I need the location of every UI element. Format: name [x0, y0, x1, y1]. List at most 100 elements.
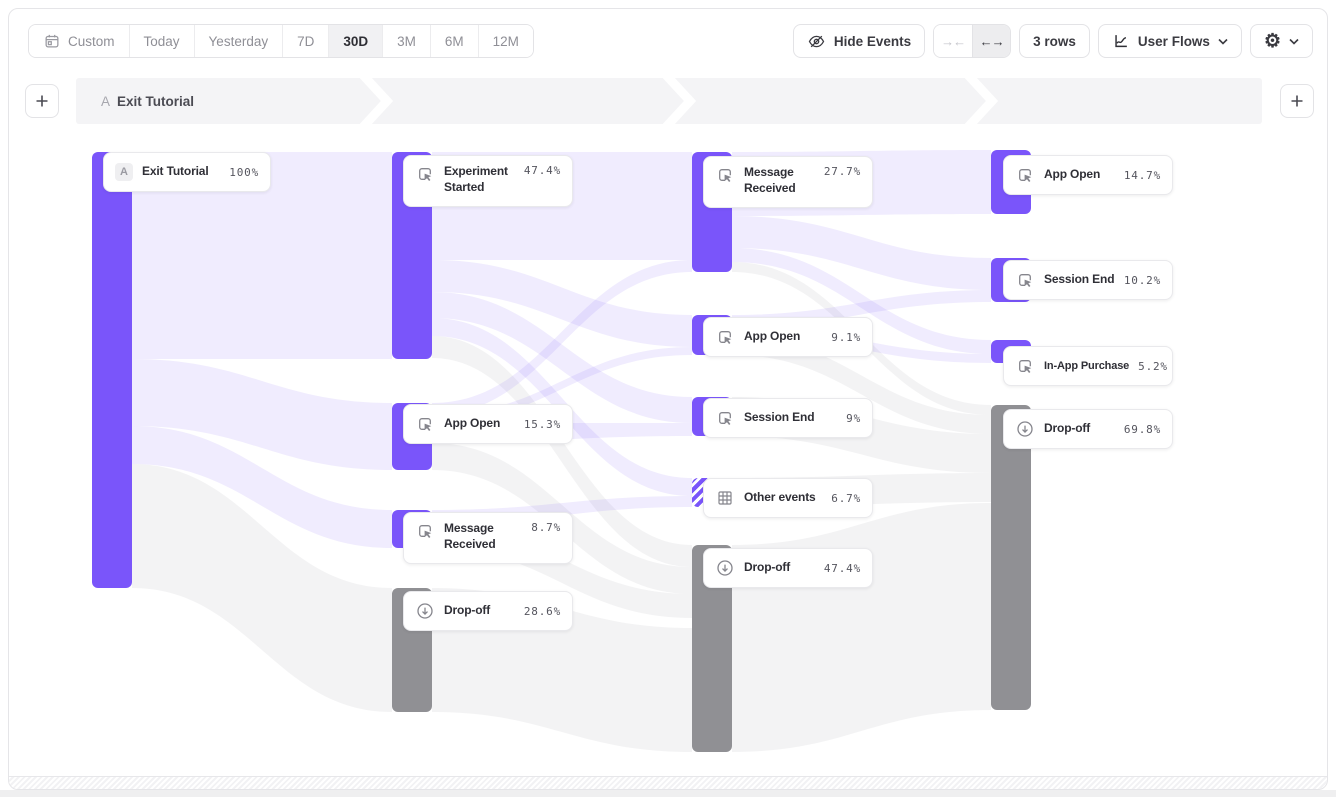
flow-node-message-received-3[interactable]: Message Received 27.7%: [703, 156, 873, 208]
drop-off-icon: [415, 601, 435, 621]
event-cursor-icon: [1015, 356, 1035, 376]
flow-node-drop-off-3[interactable]: Drop-off 47.4%: [703, 548, 873, 588]
flow-node-app-open-4[interactable]: App Open 14.7%: [1003, 155, 1173, 195]
date-range-30d[interactable]: 30D: [328, 25, 383, 57]
rows-button[interactable]: 3 rows: [1019, 24, 1090, 58]
flow-node-label: In-App Purchase: [1044, 359, 1130, 372]
flow-node-percentage: 69.8%: [1123, 422, 1161, 436]
date-range-label: Yesterday: [208, 33, 269, 49]
event-cursor-icon: [415, 521, 435, 541]
flow-node-drop-off-4[interactable]: Drop-off 69.8%: [1003, 409, 1173, 449]
add-step-button-left[interactable]: [25, 84, 59, 118]
flow-node-drop-off-2[interactable]: Drop-off 28.6%: [403, 591, 573, 631]
date-range-6m[interactable]: 6M: [429, 25, 478, 57]
date-range-label: 3M: [397, 33, 416, 49]
rows-label: 3 rows: [1033, 33, 1076, 49]
event-cursor-icon: [715, 165, 735, 185]
calendar-icon: [45, 34, 59, 48]
flow-node-label: Drop-off: [744, 560, 791, 575]
flow-node-label: Exit Tutorial: [142, 164, 209, 179]
date-range-7d[interactable]: 7D: [282, 25, 329, 57]
flow-node-label: Message Received: [444, 521, 496, 551]
drop-off-icon: [1015, 419, 1035, 439]
flow-node-label: Drop-off: [1044, 421, 1091, 436]
settings-button[interactable]: ⚙: [1249, 24, 1313, 58]
event-cursor-icon: [715, 327, 735, 347]
page-background: [0, 790, 1336, 797]
hide-events-button[interactable]: Hide Events: [792, 24, 926, 58]
event-cursor-icon: [1015, 270, 1035, 290]
flow-node-label: App Open: [744, 329, 801, 344]
step-label: A Exit Tutorial: [76, 94, 194, 109]
flow-node-other-events-3[interactable]: Other events 6.7%: [703, 478, 873, 518]
event-cursor-icon: [715, 408, 735, 428]
step-prefix: A: [101, 93, 111, 109]
flows-chart-icon: [1115, 35, 1127, 48]
flow-node-label: Message Received: [744, 165, 796, 195]
date-range-label: 30D: [343, 33, 369, 49]
event-cursor-icon: [415, 414, 435, 434]
flow-node-app-open-3[interactable]: App Open 9.1%: [703, 317, 873, 357]
flow-node-percentage: 100%: [229, 165, 259, 179]
grid-events-icon: [715, 488, 735, 508]
flow-node-percentage: 15.3%: [523, 417, 561, 431]
date-range-today[interactable]: Today: [128, 25, 194, 57]
flow-node-label: App Open: [444, 416, 501, 431]
hide-events-label: Hide Events: [833, 33, 912, 49]
flow-node-experiment-started[interactable]: Experiment Started 47.4%: [403, 155, 573, 207]
flow-node-percentage: 6.7%: [831, 491, 861, 505]
flow-node-label: Session End: [744, 410, 815, 425]
flow-node-percentage: 9%: [846, 411, 861, 425]
step-a-badge: A: [115, 163, 133, 181]
flow-node-percentage: 27.7%: [823, 165, 861, 178]
view-type-label: User Flows: [1137, 33, 1210, 49]
flow-node-session-end-4[interactable]: Session End 10.2%: [1003, 260, 1173, 300]
add-step-button-right[interactable]: [1280, 84, 1314, 118]
expand-icon: ←→: [979, 33, 1005, 49]
event-cursor-icon: [1015, 165, 1035, 185]
flow-node-label: Other events: [744, 490, 816, 505]
chevron-down-icon: [1218, 38, 1228, 45]
flow-node-percentage: 28.6%: [523, 604, 561, 618]
date-range-3m[interactable]: 3M: [382, 25, 430, 57]
flow-node-label: Session End: [1044, 272, 1115, 287]
flow-node-label: Experiment Started: [444, 164, 508, 194]
flow-node-app-open-2[interactable]: App Open 15.3%: [403, 404, 573, 444]
collapse-columns-button[interactable]: →←: [934, 25, 973, 57]
date-range-12m[interactable]: 12M: [477, 25, 533, 57]
plus-icon: [36, 95, 48, 107]
flow-node-percentage: 14.7%: [1123, 168, 1161, 182]
flow-node-message-received-2[interactable]: Message Received 8.7%: [403, 512, 573, 564]
toolbar: Custom Today Yesterday 7D 30D 3M 6M 12M Hide Ev…: [9, 9, 1327, 58]
collapse-expand-toggle: →← ←→: [933, 24, 1012, 58]
flow-node-percentage: 9.1%: [831, 330, 861, 344]
flow-node-label: App Open: [1044, 167, 1101, 182]
step-header-banner[interactable]: A Exit Tutorial: [76, 78, 1262, 124]
date-range-label: Custom: [68, 33, 115, 49]
flow-node-in-app-purchase-4[interactable]: In-App Purchase 5.2%: [1003, 346, 1173, 386]
flow-node-percentage: 5.2%: [1138, 359, 1168, 373]
flow-node-percentage: 47.4%: [823, 561, 861, 575]
flow-bar-drop-off-4[interactable]: [991, 405, 1031, 710]
eye-off-icon: [808, 35, 825, 47]
view-type-dropdown[interactable]: User Flows: [1097, 24, 1242, 58]
date-range-label: 12M: [492, 33, 519, 49]
expand-columns-button[interactable]: ←→: [972, 25, 1011, 57]
flow-node-percentage: 10.2%: [1123, 273, 1161, 287]
flow-bar-exit-tutorial[interactable]: [92, 152, 132, 588]
bottom-scroll-strip[interactable]: [9, 776, 1327, 789]
date-range-custom[interactable]: Custom: [29, 25, 129, 57]
step-chevron-separators: [359, 78, 999, 124]
date-range-yesterday[interactable]: Yesterday: [193, 25, 283, 57]
date-range-label: 6M: [444, 33, 464, 49]
toolbar-right: Hide Events →← ←→ 3 rows: [792, 24, 1313, 58]
flow-node-session-end-3[interactable]: Session End 9%: [703, 398, 873, 438]
step-header-row: A Exit Tutorial: [9, 78, 1327, 124]
flow-node-label: Drop-off: [444, 603, 491, 618]
flow-node-exit-tutorial[interactable]: A Exit Tutorial 100%: [103, 152, 271, 192]
event-cursor-icon: [415, 164, 435, 184]
date-range-label: Today: [143, 33, 180, 49]
date-range-selector: Custom Today Yesterday 7D 30D 3M 6M 12M: [28, 24, 534, 58]
flow-node-percentage: 47.4%: [523, 164, 561, 177]
